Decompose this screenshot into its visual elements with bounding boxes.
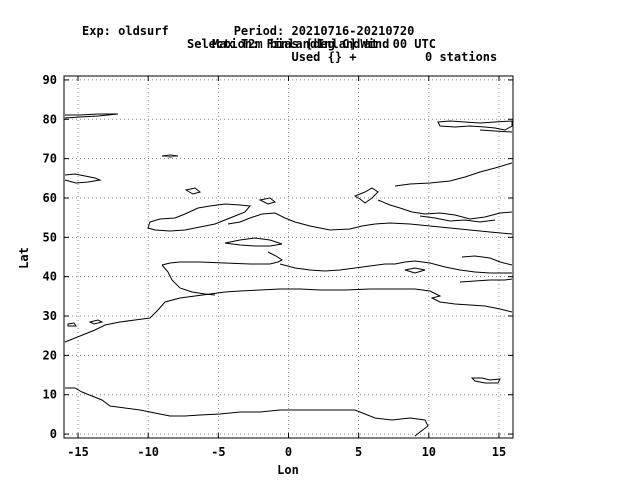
x-tick-label: -15 [67,445,89,459]
coastline-scandinavia [394,162,513,187]
coastline-svalbard [437,120,513,131]
coastline-north-africa [64,288,513,343]
x-tick-label: 0 [285,445,292,459]
y-tick-label: 80 [43,112,57,126]
coastline-iberia [161,251,283,266]
plot-frame [63,75,514,439]
coastline-british-isles [184,187,202,195]
grid-lines [64,76,513,438]
y-tick-label: 10 [43,388,57,402]
coastline-west-africa [65,387,429,437]
selection-label: Selection: FinlandInlandWind [187,37,390,51]
y-tick-label: 20 [43,348,57,362]
y-tick-label: 30 [43,309,57,323]
coastline-greenland [64,113,119,119]
used-label: Used {} + [291,50,357,64]
coastlines [64,113,513,437]
x-tick-label: 10 [422,445,436,459]
y-tick-label: 90 [43,73,57,87]
x-tick-label: -10 [137,445,159,459]
parameter-label: Max T2m bias [deg C] at 00 UTC [212,37,436,51]
y-tick-label: 60 [43,191,57,205]
y-tick-label: 0 [50,427,57,441]
y-tick-label: 40 [43,270,57,284]
x-axis-label: Lon [277,463,299,477]
y-axis-label: Lat [17,247,31,269]
stations-count: 0 stations [425,50,498,64]
y-tick-label: 50 [43,230,57,244]
period-label: Period: 20210716-20210720 [233,24,415,38]
x-tick-label: 5 [355,445,362,459]
x-tick-label: -5 [211,445,225,459]
coastline-left-island [64,173,102,184]
x-tick-label: 15 [492,445,506,459]
axes: -15 -10 -5 0 5 10 15 0 10 20 30 40 50 60 70 80 90 [43,73,513,459]
y-tick-label: 70 [43,152,57,166]
exp-label: Exp: oldsurf [82,24,169,38]
